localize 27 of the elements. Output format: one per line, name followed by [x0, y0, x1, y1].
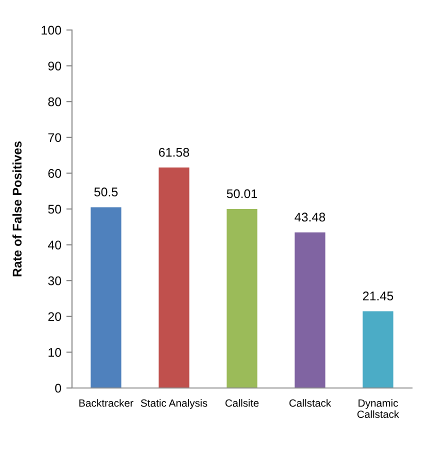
- bar: [226, 208, 258, 388]
- y-tick-label: 40: [48, 240, 62, 250]
- y-tick-label: 90: [48, 62, 62, 70]
- y-tick-label: 70: [48, 133, 62, 142]
- y-tick-label: 20: [48, 312, 62, 322]
- data-label: 21.45: [362, 292, 394, 300]
- y-tick-label: 60: [48, 169, 62, 178]
- x-tick-label: Callstack: [289, 399, 332, 407]
- y-tick-label: 30: [48, 276, 62, 286]
- bar: [294, 232, 326, 388]
- data-label: 61.58: [158, 148, 190, 157]
- y-tick-label: 10: [48, 348, 62, 357]
- x-tick-label: Static Analysis: [140, 399, 208, 409]
- bar: [158, 168, 190, 388]
- x-tick-label: Backtracker: [79, 399, 134, 407]
- bar: [90, 207, 122, 388]
- data-label: 43.48: [294, 212, 326, 222]
- bar: [362, 311, 394, 388]
- data-label: 50.5: [94, 188, 118, 196]
- data-label: 50.01: [226, 189, 258, 198]
- x-tick-label: Dynamic Callstack: [357, 399, 400, 418]
- y-tick-label: 0: [55, 384, 62, 393]
- y-tick-label: 80: [48, 97, 62, 106]
- y-tick-label: 100: [42, 26, 62, 35]
- y-axis-title: Rate of False Positives: [12, 141, 22, 276]
- x-tick-label: Callsite: [225, 399, 259, 407]
- y-tick-label: 50: [48, 204, 62, 214]
